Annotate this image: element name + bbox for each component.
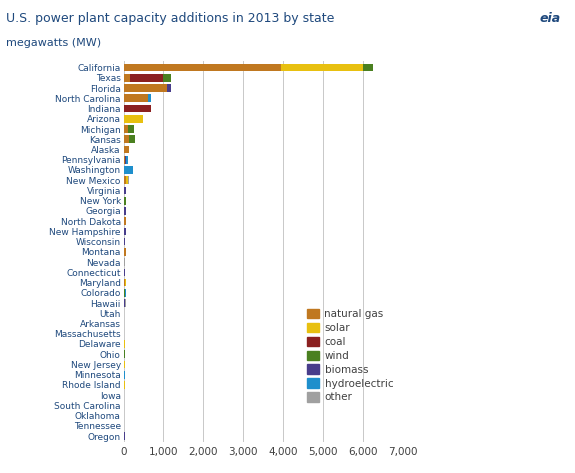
Bar xyxy=(125,279,126,287)
Bar xyxy=(124,228,125,235)
Bar xyxy=(124,371,125,378)
Bar xyxy=(124,115,143,123)
Bar xyxy=(124,187,126,194)
Bar xyxy=(124,64,281,71)
Bar xyxy=(124,238,125,245)
Bar xyxy=(126,156,128,164)
Bar xyxy=(281,64,363,71)
Bar xyxy=(124,360,125,368)
Bar xyxy=(124,432,125,440)
Bar xyxy=(124,350,125,358)
Text: megawatts (MW): megawatts (MW) xyxy=(6,38,101,48)
Legend: natural gas, solar, coal, wind, biomass, hydroelectric, other: natural gas, solar, coal, wind, biomass,… xyxy=(302,305,397,407)
Bar xyxy=(124,217,126,225)
Bar xyxy=(163,74,171,82)
Bar xyxy=(124,279,125,287)
Bar xyxy=(124,95,148,102)
Bar xyxy=(148,95,151,102)
Bar xyxy=(124,269,125,276)
Bar xyxy=(124,146,129,153)
Bar xyxy=(124,340,125,348)
Bar xyxy=(124,105,151,113)
Bar xyxy=(130,74,163,82)
Bar xyxy=(124,258,125,266)
Bar xyxy=(124,248,126,256)
Bar xyxy=(363,64,373,71)
Bar xyxy=(128,176,129,184)
Bar xyxy=(124,135,129,143)
Text: U.S. power plant capacity additions in 2013 by state: U.S. power plant capacity additions in 2… xyxy=(6,12,334,25)
Bar xyxy=(125,156,126,164)
Bar xyxy=(128,125,135,133)
Bar xyxy=(124,207,125,215)
Text: eia: eia xyxy=(539,12,561,25)
Bar xyxy=(167,84,171,92)
Bar xyxy=(124,381,125,389)
Bar xyxy=(129,135,135,143)
Bar xyxy=(124,176,126,184)
Bar xyxy=(126,176,128,184)
Bar xyxy=(124,166,133,174)
Bar xyxy=(124,84,167,92)
Bar xyxy=(124,125,128,133)
Bar xyxy=(124,299,125,307)
Bar xyxy=(124,289,125,297)
Bar xyxy=(124,74,130,82)
Bar xyxy=(124,197,126,204)
Bar xyxy=(124,156,125,164)
